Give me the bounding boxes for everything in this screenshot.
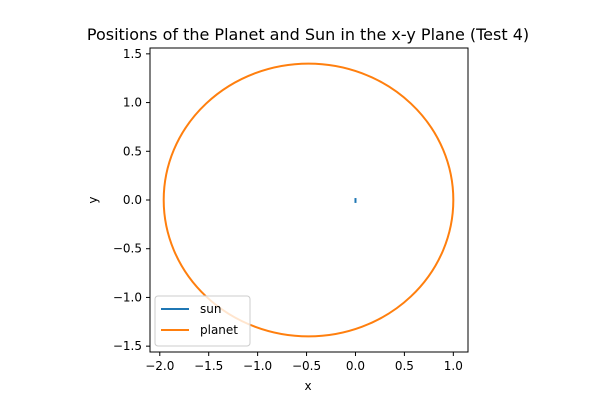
legend-label-sun: sun xyxy=(200,302,221,316)
y-tick-label: −0.5 xyxy=(113,242,142,256)
plot-frame xyxy=(149,47,469,353)
legend-label-planet: planet xyxy=(200,323,238,337)
y-tick-label: −1.0 xyxy=(113,290,142,304)
legend: sun planet xyxy=(154,295,251,347)
x-tick-label: −0.5 xyxy=(292,359,321,373)
y-tick-label: 1.5 xyxy=(123,47,142,61)
x-axis-ticks: −2.0 −1.5 −1.0 −0.5 0.0 0.5 1.0 xyxy=(145,352,463,373)
y-tick-label: 1.0 xyxy=(123,96,142,110)
x-tick-label: −1.0 xyxy=(243,359,272,373)
x-tick-label: 0.5 xyxy=(395,359,414,373)
x-tick-label: −2.0 xyxy=(145,359,174,373)
x-axis-label: x xyxy=(304,379,311,393)
x-tick-label: 0.0 xyxy=(346,359,365,373)
y-axis-label: y xyxy=(86,196,100,203)
planet-orbit-line xyxy=(162,62,455,338)
y-tick-label: 0.5 xyxy=(123,144,142,158)
x-tick-label: −1.5 xyxy=(194,359,223,373)
chart-marks xyxy=(162,62,455,338)
x-tick-label: 1.0 xyxy=(444,359,463,373)
chart-title: Positions of the Planet and Sun in the x… xyxy=(87,25,529,44)
y-axis-ticks: 1.5 1.0 0.5 0.0 −0.5 −1.0 −1.5 xyxy=(113,47,150,353)
y-tick-label: −1.5 xyxy=(113,339,142,353)
y-tick-label: 0.0 xyxy=(123,193,142,207)
